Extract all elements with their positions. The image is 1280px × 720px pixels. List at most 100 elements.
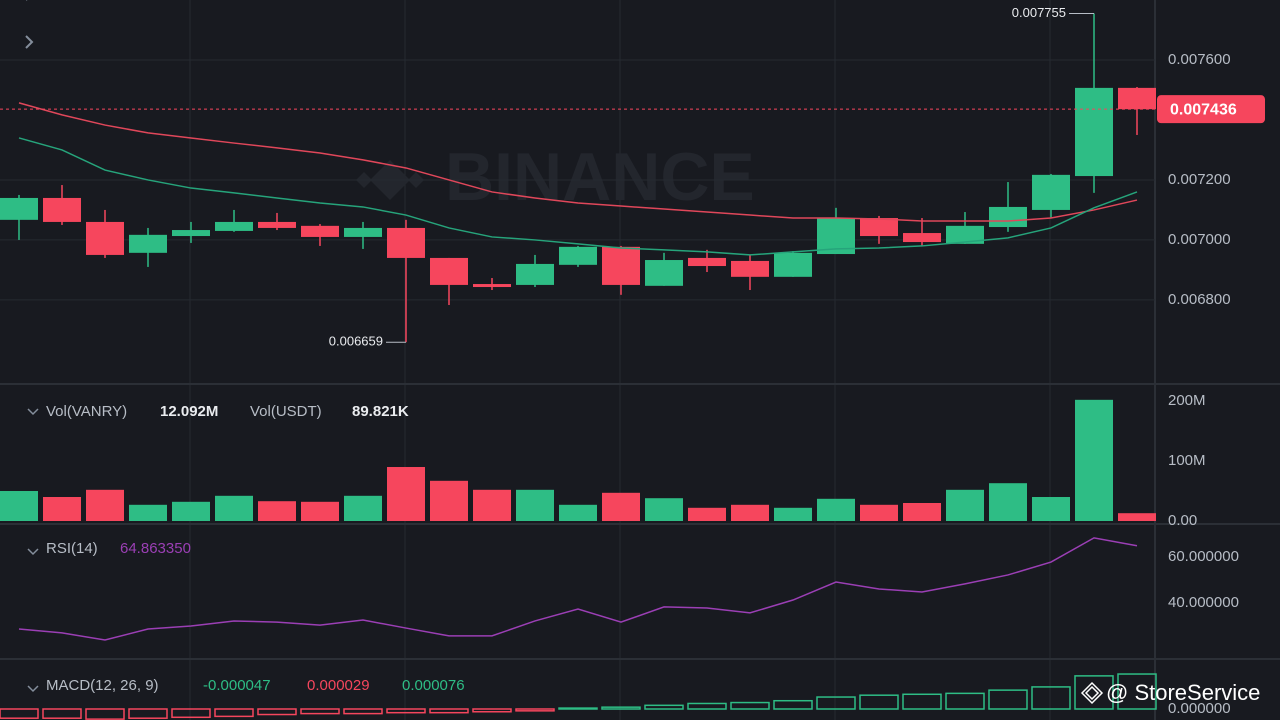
candle-body [860, 218, 898, 237]
macd-bar [988, 689, 1028, 710]
pane-toggle-icons[interactable] [27, 408, 39, 693]
volume-bar [1075, 399, 1113, 521]
candle-body [86, 221, 124, 255]
candle-body [645, 260, 683, 286]
candle-body [129, 234, 167, 253]
macd-bar [42, 708, 82, 719]
macd-bar [429, 708, 469, 714]
vol-label: Vol(VANRY) [46, 403, 127, 420]
y-tick-label: 0.006800 [1168, 291, 1231, 308]
candle-body [301, 225, 339, 237]
macd-bar [472, 708, 512, 713]
candle-body [516, 263, 554, 285]
volume-bar [215, 495, 253, 521]
volume-bar [387, 467, 425, 521]
candle-body [0, 197, 38, 220]
candle-body [946, 225, 984, 244]
macd-bar [515, 708, 555, 712]
volume-bar [430, 480, 468, 521]
y-tick-label: 200M [1168, 392, 1206, 409]
price-badge [1157, 95, 1265, 124]
macd-bar [1074, 675, 1114, 710]
candle-body [172, 230, 210, 237]
volume-bar [774, 507, 812, 521]
rsi-label: RSI(14) [46, 540, 98, 557]
candle-body [1118, 87, 1156, 110]
price-label: 0.007436 [1170, 101, 1237, 118]
volume-bar [172, 501, 210, 521]
candle-body [1032, 174, 1070, 210]
macd-value: -0.000047 [203, 677, 271, 694]
y-tick-label: 60.000000 [1168, 548, 1239, 565]
candle-body [43, 197, 81, 222]
macd-bar [902, 693, 942, 710]
vol-usdt-value: 89.821K [352, 403, 409, 420]
y-tick-label: 100M [1168, 452, 1206, 469]
macd-value: 0.000029 [307, 677, 370, 694]
macd-bar [0, 708, 39, 719]
macd-bar [859, 694, 899, 710]
macd-bar [558, 707, 598, 710]
volume-bar [258, 501, 296, 521]
volume-bar [817, 498, 855, 521]
low-label: 0.006659 [329, 334, 383, 349]
volume-bar [688, 507, 726, 521]
macd-bar [1117, 673, 1157, 710]
volume-bar [559, 504, 597, 521]
macd-bar [730, 701, 770, 710]
candle-body [989, 206, 1027, 228]
volume-bar [946, 489, 984, 521]
y-tick-label: 0.000000 [1168, 700, 1231, 717]
y-tick-label: 40.000000 [1168, 594, 1239, 611]
candle-body [258, 221, 296, 228]
y-tick-label: 0.00 [1168, 512, 1197, 529]
candle-body [731, 260, 769, 277]
macd-bar [171, 708, 211, 719]
volume-bar [0, 491, 38, 521]
macd-bar [816, 696, 856, 710]
y-tick-label: 0.007200 [1168, 171, 1231, 188]
macd-bar [773, 699, 813, 710]
volume-bar [516, 489, 554, 521]
rsi-value: 64.863350 [120, 540, 191, 557]
candle-body [774, 252, 812, 277]
macd-bar [128, 708, 168, 719]
watermark: BINANCE [445, 139, 755, 215]
macd-bar [945, 692, 985, 710]
moving-average [18, 137, 1138, 256]
macd-bar [687, 702, 727, 710]
volume-bar [645, 498, 683, 521]
volume-bar [43, 497, 81, 521]
candle-body [903, 233, 941, 243]
vol-usdt-label: Vol(USDT) [250, 403, 322, 420]
volume-bar [903, 503, 941, 521]
high-label: 0.007755 [1012, 5, 1066, 20]
macd-bar [343, 708, 383, 715]
macd-bar [300, 708, 340, 715]
candle-body [430, 257, 468, 285]
macd-label: MACD(12, 26, 9) [46, 677, 159, 694]
macd-bar [1031, 686, 1071, 710]
macd-bar [644, 704, 684, 710]
y-tick-label: 0.007000 [1168, 231, 1231, 248]
macd-bar [214, 708, 254, 718]
volume-bar [129, 504, 167, 521]
candle-body [387, 227, 425, 258]
candle-body [473, 284, 511, 288]
volume-bar [1118, 513, 1156, 521]
macd-value: 0.000076 [402, 677, 465, 694]
macd-bar [601, 706, 641, 710]
volume-bar [344, 495, 382, 521]
y-tick-label: 0.007600 [1168, 51, 1231, 68]
vertical-grid [189, 0, 1051, 720]
candle-body [688, 257, 726, 267]
volume-bar [473, 489, 511, 521]
candle-body [559, 246, 597, 265]
macd-bar [85, 708, 125, 720]
volume-bar [989, 483, 1027, 521]
collapse-icon[interactable] [25, 0, 34, 49]
volume-bar [86, 489, 124, 521]
